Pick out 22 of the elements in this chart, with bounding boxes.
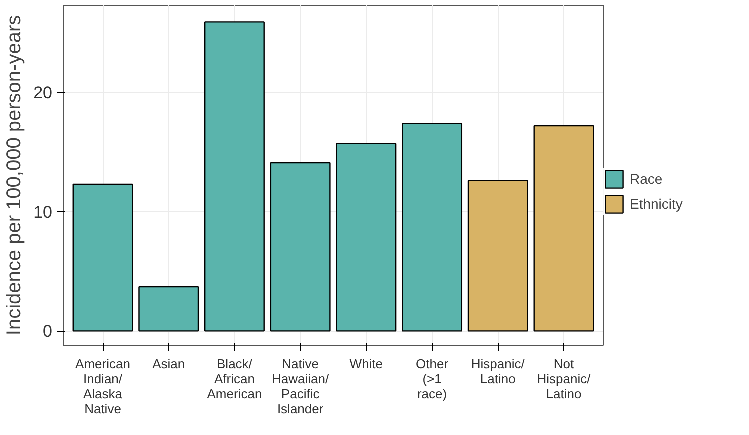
bar — [534, 125, 594, 332]
bar — [204, 22, 265, 332]
x-tick-label: Native Hawaiian/ Pacific Islander — [272, 356, 330, 416]
bar — [270, 162, 331, 332]
bar — [468, 180, 528, 332]
bar — [336, 143, 397, 332]
x-tick-label: Other (>1 race) — [416, 356, 450, 402]
y-tick-label: 10 — [34, 202, 53, 222]
x-tick-label: Black/ African American — [207, 356, 262, 402]
legend-label: Ethnicity — [630, 196, 683, 212]
y-tick-label: 0 — [43, 322, 53, 342]
x-tick-label: Hispanic/ Latino — [471, 356, 526, 386]
x-tick-label: Asian — [152, 356, 186, 372]
x-tick-label: Not Hispanic/ Latino — [537, 356, 592, 402]
legend-label: Race — [630, 171, 663, 187]
x-tick-label: White — [350, 356, 384, 372]
bar — [72, 184, 134, 332]
x-tick-label: American Indian/ Alaska Native — [76, 356, 130, 416]
y-axis-title: Incidence per 100,000 person-years — [4, 15, 26, 336]
bar — [402, 123, 463, 332]
y-tick-label: 20 — [34, 84, 53, 103]
bar — [138, 286, 200, 332]
